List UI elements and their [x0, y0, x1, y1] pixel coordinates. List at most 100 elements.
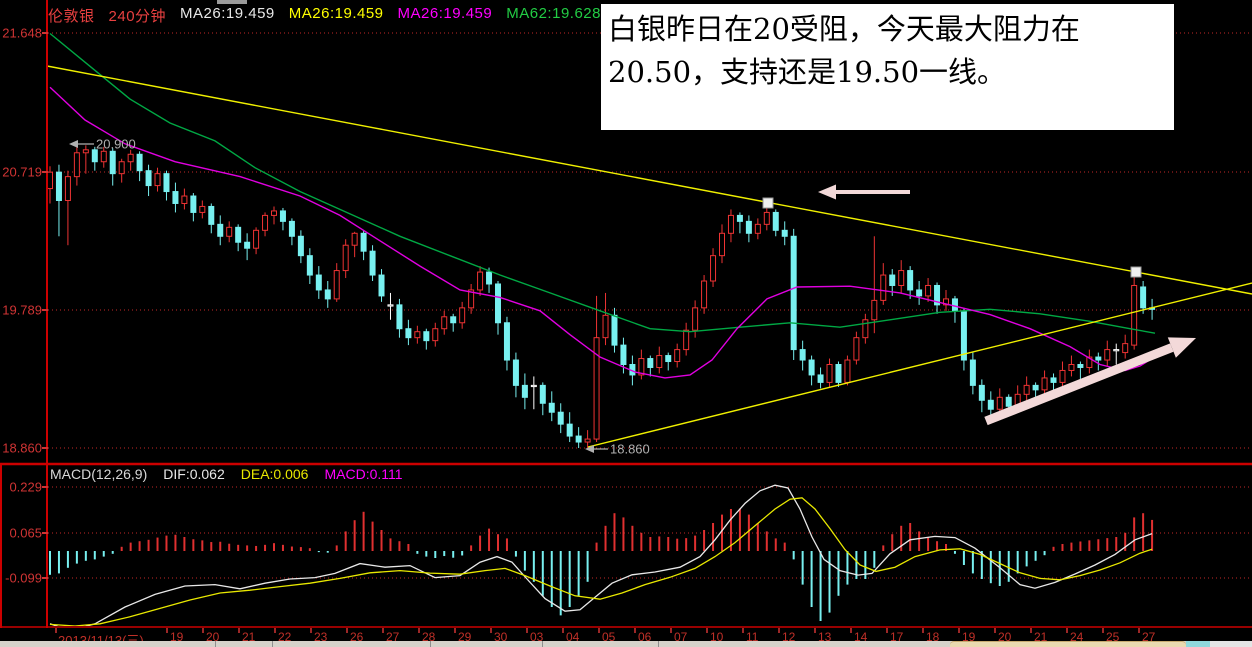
candle-body: [181, 195, 188, 204]
candle-body: [862, 319, 869, 339]
candle-body: [566, 423, 573, 437]
candle-body: [136, 153, 143, 172]
candle-body: [692, 307, 699, 331]
taskbar-strip[interactable]: [0, 641, 1252, 647]
candle-body: [808, 359, 815, 376]
date-label: 23: [314, 630, 328, 644]
up-trend-arrow-shaft[interactable]: [984, 343, 1174, 426]
candle-body: [405, 328, 412, 339]
candle-body: [1131, 284, 1138, 346]
candle-body: [880, 274, 887, 301]
candle-body: [441, 316, 448, 330]
candle-body: [710, 255, 717, 282]
candle-body: [701, 280, 708, 309]
candle-body: [1050, 377, 1057, 383]
date-label: 12: [782, 630, 796, 644]
annotation-arrowhead-icon: [585, 445, 594, 453]
period-label[interactable]: 240分钟: [108, 8, 167, 25]
trendline-handle-marker[interactable]: [1130, 266, 1142, 278]
date-label: 04: [566, 630, 580, 644]
trendline-handle-marker[interactable]: [762, 197, 774, 209]
candle-body: [763, 211, 770, 225]
date-label: 19: [170, 630, 184, 644]
candle-body: [754, 223, 761, 234]
candle-body: [208, 205, 215, 225]
axis-tick-label: 20.719: [2, 164, 42, 180]
candle-body: [674, 349, 681, 363]
candle-body: [288, 220, 295, 237]
taskbar-separator: [272, 641, 273, 647]
candle-body: [996, 396, 1003, 410]
candle-body: [719, 232, 725, 257]
candle-body: [611, 314, 618, 346]
candle-body: [306, 255, 313, 276]
candle-body: [602, 314, 609, 339]
date-label: 24: [1070, 630, 1084, 644]
candle-body: [163, 173, 170, 193]
candle-body: [468, 289, 475, 309]
window-top-sliver: [217, 0, 247, 4]
trendline[interactable]: [587, 282, 1252, 448]
candle-body: [1140, 286, 1147, 309]
candle-body: [1032, 384, 1039, 391]
date-label: 20: [998, 630, 1012, 644]
candle-body: [342, 244, 349, 272]
macd-histogram[interactable]: [49, 508, 1154, 621]
candle-body: [351, 232, 358, 246]
chart-header: 伦敦银 240分钟 MA26:19.459 MA26:19.459 MA26:19.…: [48, 5, 601, 26]
left-arrow-head-icon[interactable]: [818, 184, 836, 200]
symbol-name[interactable]: 伦敦银: [48, 8, 95, 25]
candle-body: [539, 384, 546, 404]
note-line-1: 白银昨日在20受阻，今天最大阻力在: [608, 12, 1080, 46]
candle-body: [817, 374, 824, 383]
candle-body: [244, 241, 251, 249]
candle-body: [683, 329, 690, 351]
candle-body: [279, 210, 286, 222]
trendline[interactable]: [46, 65, 1252, 295]
ma-legend: MA26:19.459 MA26:19.459 MA26:19.459 MA62:19…: [180, 5, 601, 26]
candle-body: [727, 214, 734, 234]
candle-body: [934, 284, 941, 306]
candle-body: [943, 298, 949, 306]
taskbar-separator: [542, 641, 543, 647]
up-trend-arrow-head-icon[interactable]: [1167, 337, 1196, 358]
date-label: 13: [818, 630, 832, 644]
candle-body: [360, 232, 367, 252]
candle-body: [118, 161, 125, 175]
candle-body: [495, 283, 501, 324]
candle-body: [987, 399, 994, 410]
candle-body: [396, 304, 403, 330]
date-label: 26: [350, 630, 364, 644]
date-label: 14: [854, 630, 868, 644]
taskbar-separator: [430, 641, 431, 647]
candle-body: [226, 226, 233, 237]
candle-body: [235, 226, 242, 243]
candle-body: [548, 402, 555, 413]
dea-line: [49, 497, 1153, 626]
date-label: 07: [674, 630, 688, 644]
analysis-note-box[interactable]: 白银昨日在20受阻，今天最大阻力在 20.50，支持还是19.50一线。: [601, 4, 1174, 130]
candle-body: [969, 359, 976, 386]
taskbar-item-small[interactable]: [1186, 641, 1210, 647]
candle-body: [1095, 356, 1102, 361]
candle-body: [925, 284, 932, 297]
candle-body: [772, 211, 779, 231]
candle-body: [521, 384, 528, 398]
candle-body: [423, 331, 430, 342]
axis-tick-label: -0.099: [5, 570, 42, 586]
ma62-line: [49, 32, 1156, 334]
date-label: 28: [422, 630, 436, 644]
candle-body: [871, 299, 878, 321]
taskbar-item[interactable]: [950, 641, 1186, 647]
candle-body: [315, 274, 322, 291]
candlestick-series[interactable]: [48, 143, 1156, 448]
candle-body: [1113, 349, 1120, 352]
date-label: 25: [1106, 630, 1120, 644]
candle-body: [826, 364, 833, 383]
macd-formula-label[interactable]: MACD(12,26,9): [50, 466, 148, 482]
candle-body: [584, 438, 591, 443]
date-label: 29: [458, 630, 472, 644]
candle-body: [1041, 377, 1048, 391]
ma-legend-item: MA26:19.459: [180, 5, 275, 22]
